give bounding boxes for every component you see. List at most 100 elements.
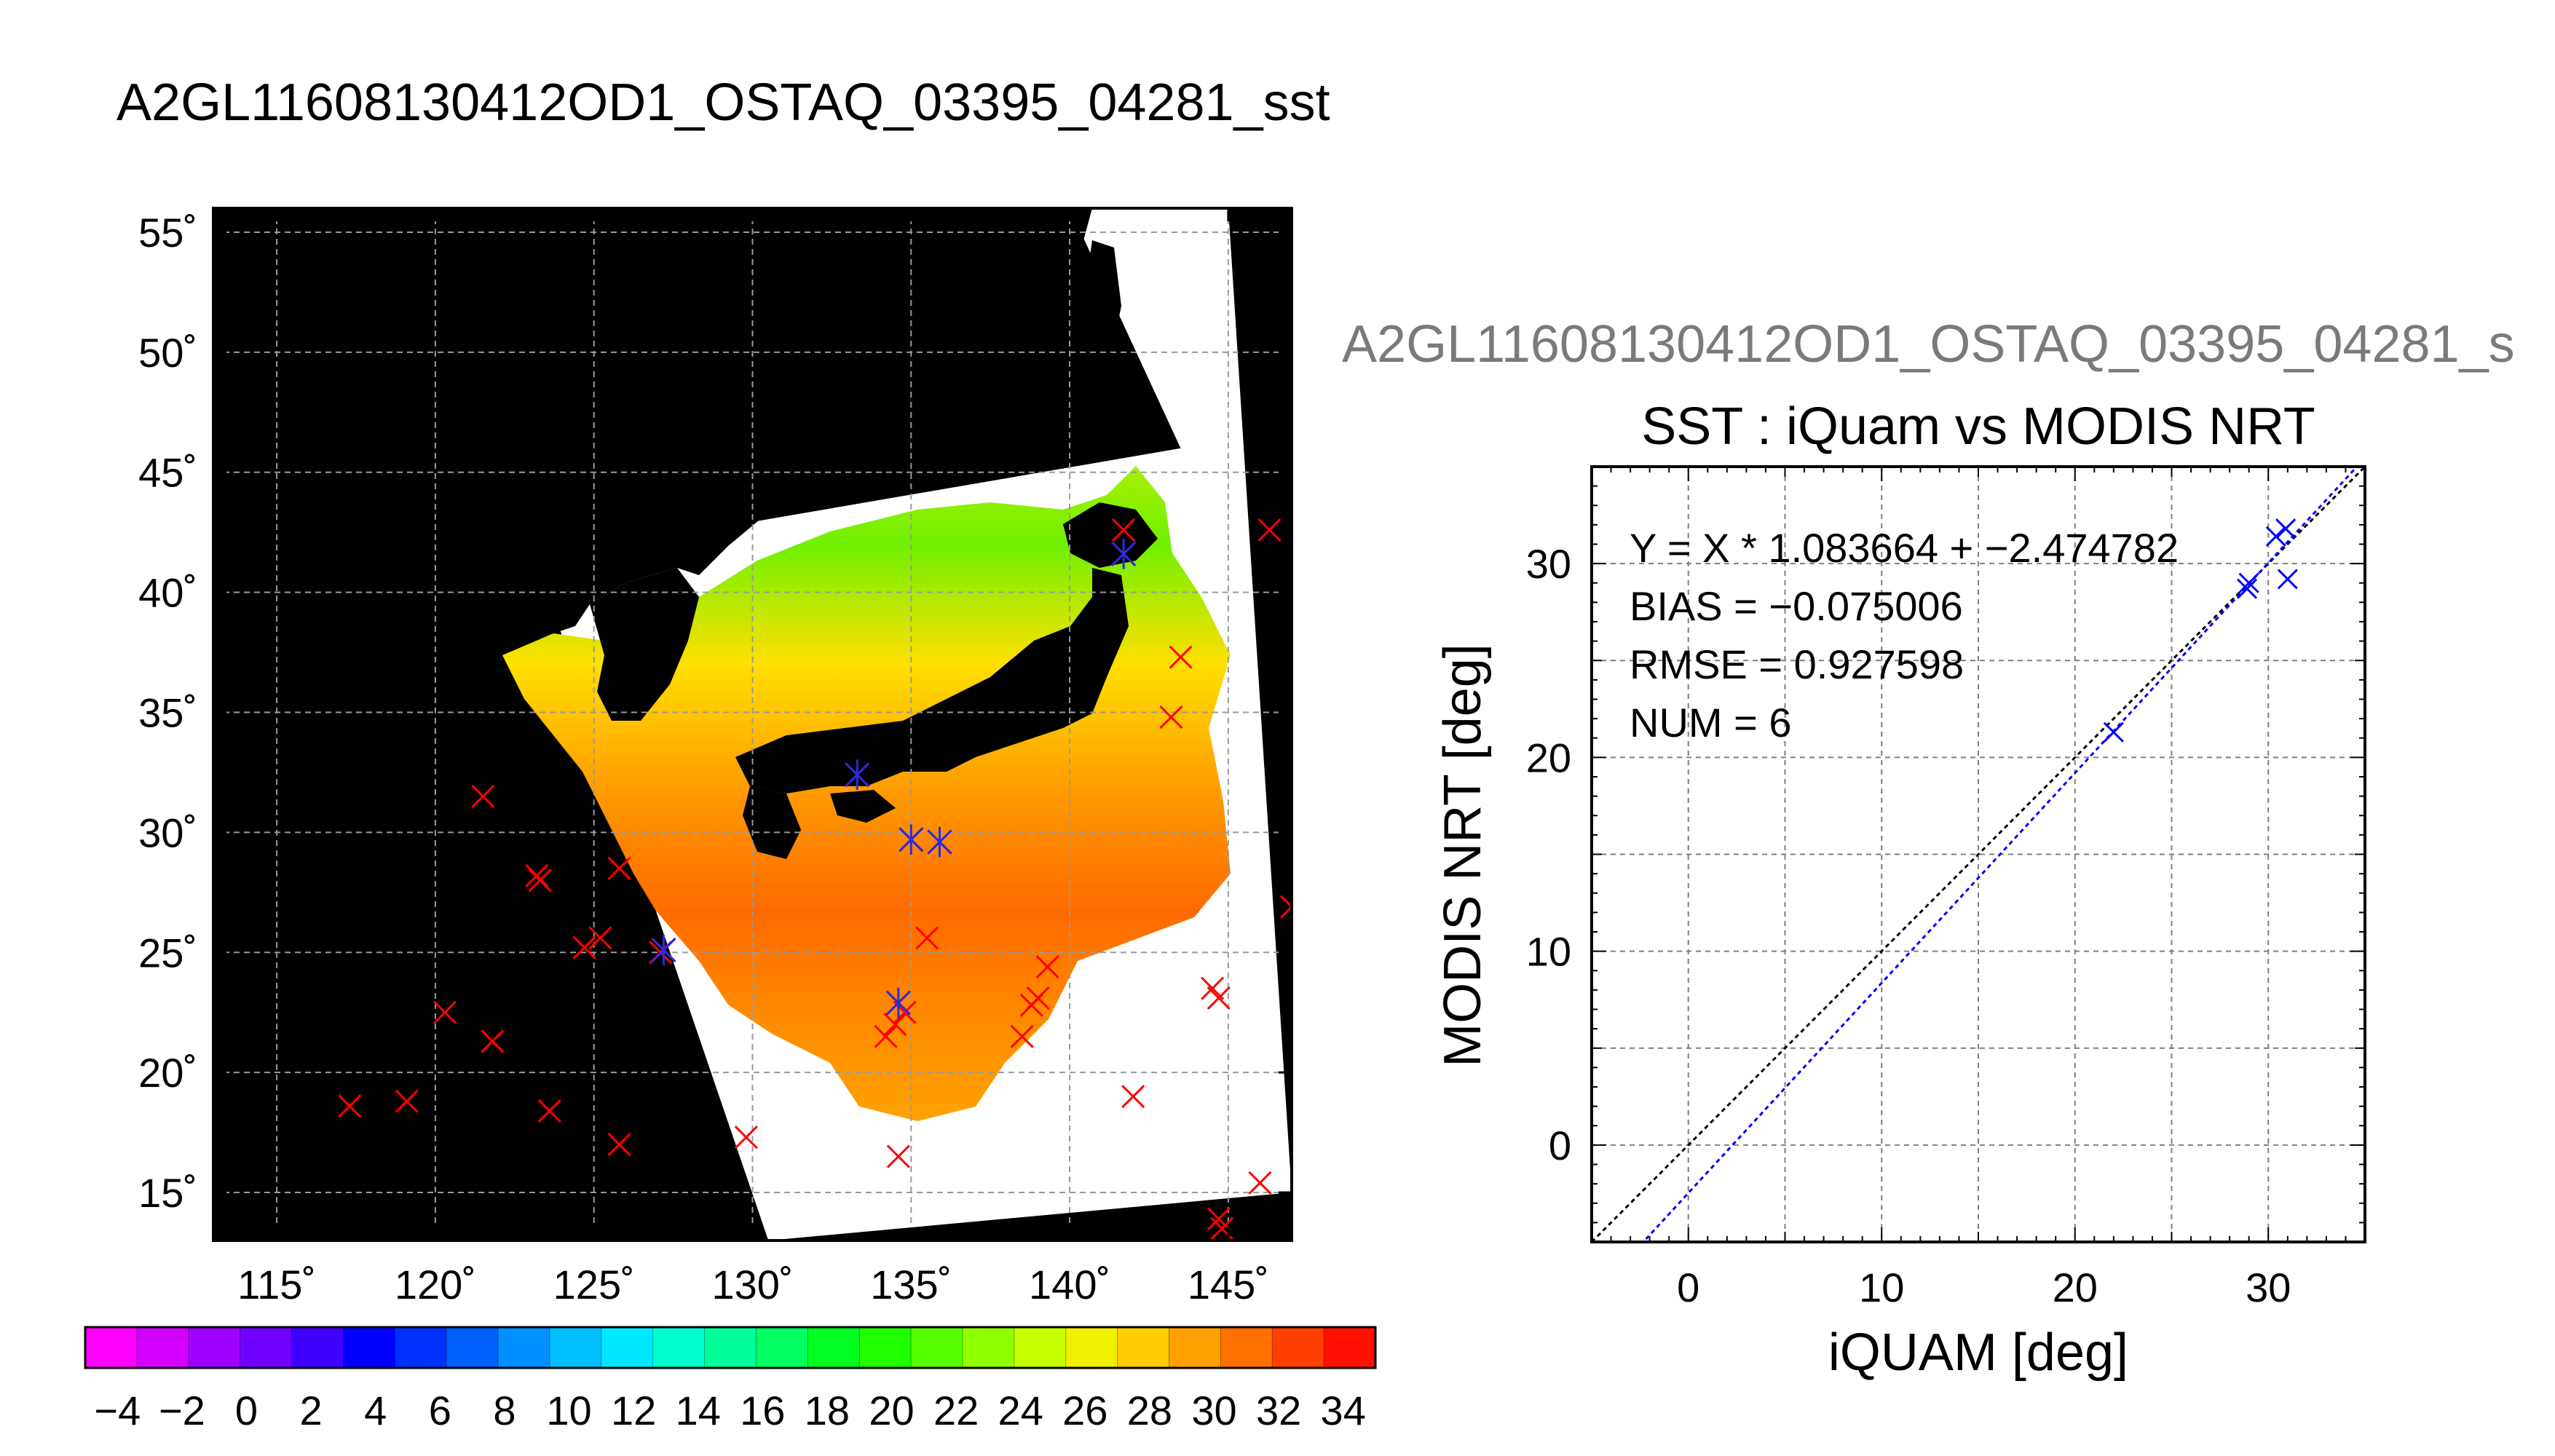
scatter-y-tick-label: 30: [1526, 541, 1571, 587]
map-ticks: [213, 208, 1292, 1241]
colorbar-segment: [704, 1327, 757, 1368]
scatter-y-tick-label: 0: [1549, 1123, 1571, 1168]
map-red-x-marker: [1159, 705, 1183, 729]
scatter-plot: SST : iQuam vs MODIS NRT 0 10 20 30 0 10 20 30…: [1434, 397, 2366, 1382]
scatter-points: [2103, 518, 2298, 743]
colorbar-tick-label: 20: [869, 1388, 914, 1433]
colorbar-tick-label: 16: [740, 1388, 785, 1433]
colorbar-segment: [911, 1327, 963, 1368]
map-red-x-marker: [338, 1094, 362, 1118]
colorbar-segment: [291, 1327, 344, 1368]
map-red-x-marker: [433, 1000, 457, 1024]
colorbar-tick-label: 12: [611, 1388, 656, 1433]
map-red-x-marker: [1121, 1085, 1145, 1109]
map-red-x-marker: [734, 1125, 758, 1150]
korean-peninsula: [590, 568, 699, 721]
sakhalin-island: [1078, 240, 1121, 408]
colorbar-tick-label: 30: [1191, 1388, 1236, 1433]
map-lat-label: 15˚: [138, 1170, 197, 1216]
map-lat-label: 25˚: [138, 930, 197, 976]
latitude-tick-labels: 15˚ 20˚ 25˚ 30˚ 35˚ 40˚ 45˚ 50˚ 55˚: [138, 210, 197, 1216]
stats-equation: Y = X * 1.083664 + −2.474782: [1630, 525, 2179, 571]
map-lon-label: 130˚: [711, 1262, 793, 1307]
colorbar-tick-label: 28: [1127, 1388, 1172, 1433]
colorbar-tick-label: 32: [1256, 1388, 1301, 1433]
colorbar-segment: [1324, 1327, 1376, 1368]
colorbar-segment: [188, 1327, 241, 1368]
scatter-x-tick-label: 20: [2053, 1265, 2098, 1310]
scatter-point: [2275, 518, 2297, 539]
stats-rmse: RMSE = 0.927598: [1630, 641, 1964, 687]
scatter-point: [2103, 721, 2124, 743]
regression-stats: Y = X * 1.083664 + −2.474782 BIAS = −0.0…: [1630, 525, 2179, 745]
scatter-point: [2236, 578, 2258, 599]
identity-line: [1592, 467, 2365, 1242]
map-red-x-marker: [1207, 1207, 1231, 1231]
map-red-x-marker: [915, 926, 939, 950]
colorbar-segment: [859, 1327, 912, 1368]
main-title: A2GL11608130412OD1_OSTAQ_03395_04281_sst: [117, 74, 1330, 132]
scatter-x-tick-label: 30: [2246, 1265, 2291, 1310]
map-red-x-marker: [1010, 1024, 1034, 1048]
map-lon-label: 115˚: [237, 1262, 316, 1307]
map-lon-label: 140˚: [1029, 1262, 1110, 1307]
colorbar-segment: [395, 1327, 447, 1368]
colorbar-segment: [446, 1327, 499, 1368]
scatter-x-tick-label: 0: [1677, 1265, 1699, 1310]
colorbar-tick-label: 2: [300, 1388, 323, 1433]
colorbar-tick-label: 14: [676, 1388, 721, 1433]
colorbar-tick-label: 24: [998, 1388, 1043, 1433]
colorbar-tick-label: 26: [1062, 1388, 1107, 1433]
colorbar-segment: [343, 1327, 395, 1368]
map-red-x-marker: [572, 935, 596, 960]
map-red-x-marker: [893, 1000, 917, 1024]
colorbar-tick-label: 10: [546, 1388, 591, 1433]
colorbar-tick-label: 18: [805, 1388, 850, 1433]
scatter-x-tick-labels: 0 10 20 30: [1677, 1265, 2291, 1310]
map-red-x-marker: [1169, 645, 1193, 669]
shikoku-island: [830, 790, 896, 823]
colorbar-segment: [601, 1327, 654, 1368]
scatter-point: [2277, 569, 2298, 590]
map-red-x-marker: [607, 1133, 631, 1157]
colorbar-tick-label: −2: [159, 1388, 205, 1433]
colorbar-segment: [756, 1327, 808, 1368]
map-red-x-marker: [1257, 518, 1282, 542]
colorbar-segment: [962, 1327, 1015, 1368]
map-lon-label: 135˚: [870, 1262, 952, 1307]
colorbar-segment: [1014, 1327, 1067, 1368]
scatter-ticks: [1591, 466, 2366, 1243]
map-lat-label: 20˚: [138, 1050, 197, 1096]
map-red-x-marker: [1035, 955, 1059, 979]
map-red-x-marker: [1207, 986, 1231, 1010]
colorbar-tick-label: 8: [493, 1388, 516, 1433]
map-red-x-marker: [481, 1029, 505, 1053]
map-lon-label: 125˚: [553, 1262, 635, 1307]
valid-matchup-markers: [651, 539, 1137, 1018]
map-red-x-marker: [874, 1024, 898, 1048]
sst-map: 15˚ 20˚ 25˚ 30˚ 35˚ 40˚ 45˚ 50˚ 55˚ 115˚ 120˚ 125˚…: [138, 207, 1293, 1307]
colorbar-tick-label: 4: [364, 1388, 387, 1433]
map-red-x-marker: [528, 869, 552, 893]
map-red-x-marker: [1279, 905, 1292, 919]
colorbar-segment: [498, 1327, 550, 1368]
colorbar-segment: [807, 1327, 860, 1368]
map-red-x-marker: [471, 784, 495, 808]
map-red-x-marker: [1112, 518, 1136, 542]
stats-bias: BIAS = −0.075006: [1630, 583, 1963, 629]
colorbar-segment: [136, 1327, 189, 1368]
map-red-x-marker: [607, 856, 631, 880]
colorbar-tick-label: 0: [235, 1388, 258, 1433]
scatter-y-tick-labels: 0 10 20 30: [1526, 541, 1571, 1168]
scatter-file-header: A2GL11608130412OD1_OSTAQ_03395_04281_s: [1342, 315, 2515, 373]
stats-num: NUM = 6: [1630, 700, 1792, 745]
scatter-y-axis-label: MODIS NRT [deg]: [1434, 644, 1492, 1067]
scatter-x-axis-label: iQUAM [deg]: [1828, 1324, 2128, 1382]
colorbar-segment: [1117, 1327, 1170, 1368]
colorbar-tick-labels: −4 −2 0 2 4 6 8 10 12 14 16 18 20 22 24 26 28 30 32 34: [94, 1388, 1365, 1433]
map-red-x-marker: [1248, 1171, 1272, 1195]
map-lon-label: 145˚: [1188, 1262, 1269, 1307]
colorbar-tick-label: 34: [1321, 1388, 1366, 1433]
kyushu-island: [743, 786, 801, 859]
